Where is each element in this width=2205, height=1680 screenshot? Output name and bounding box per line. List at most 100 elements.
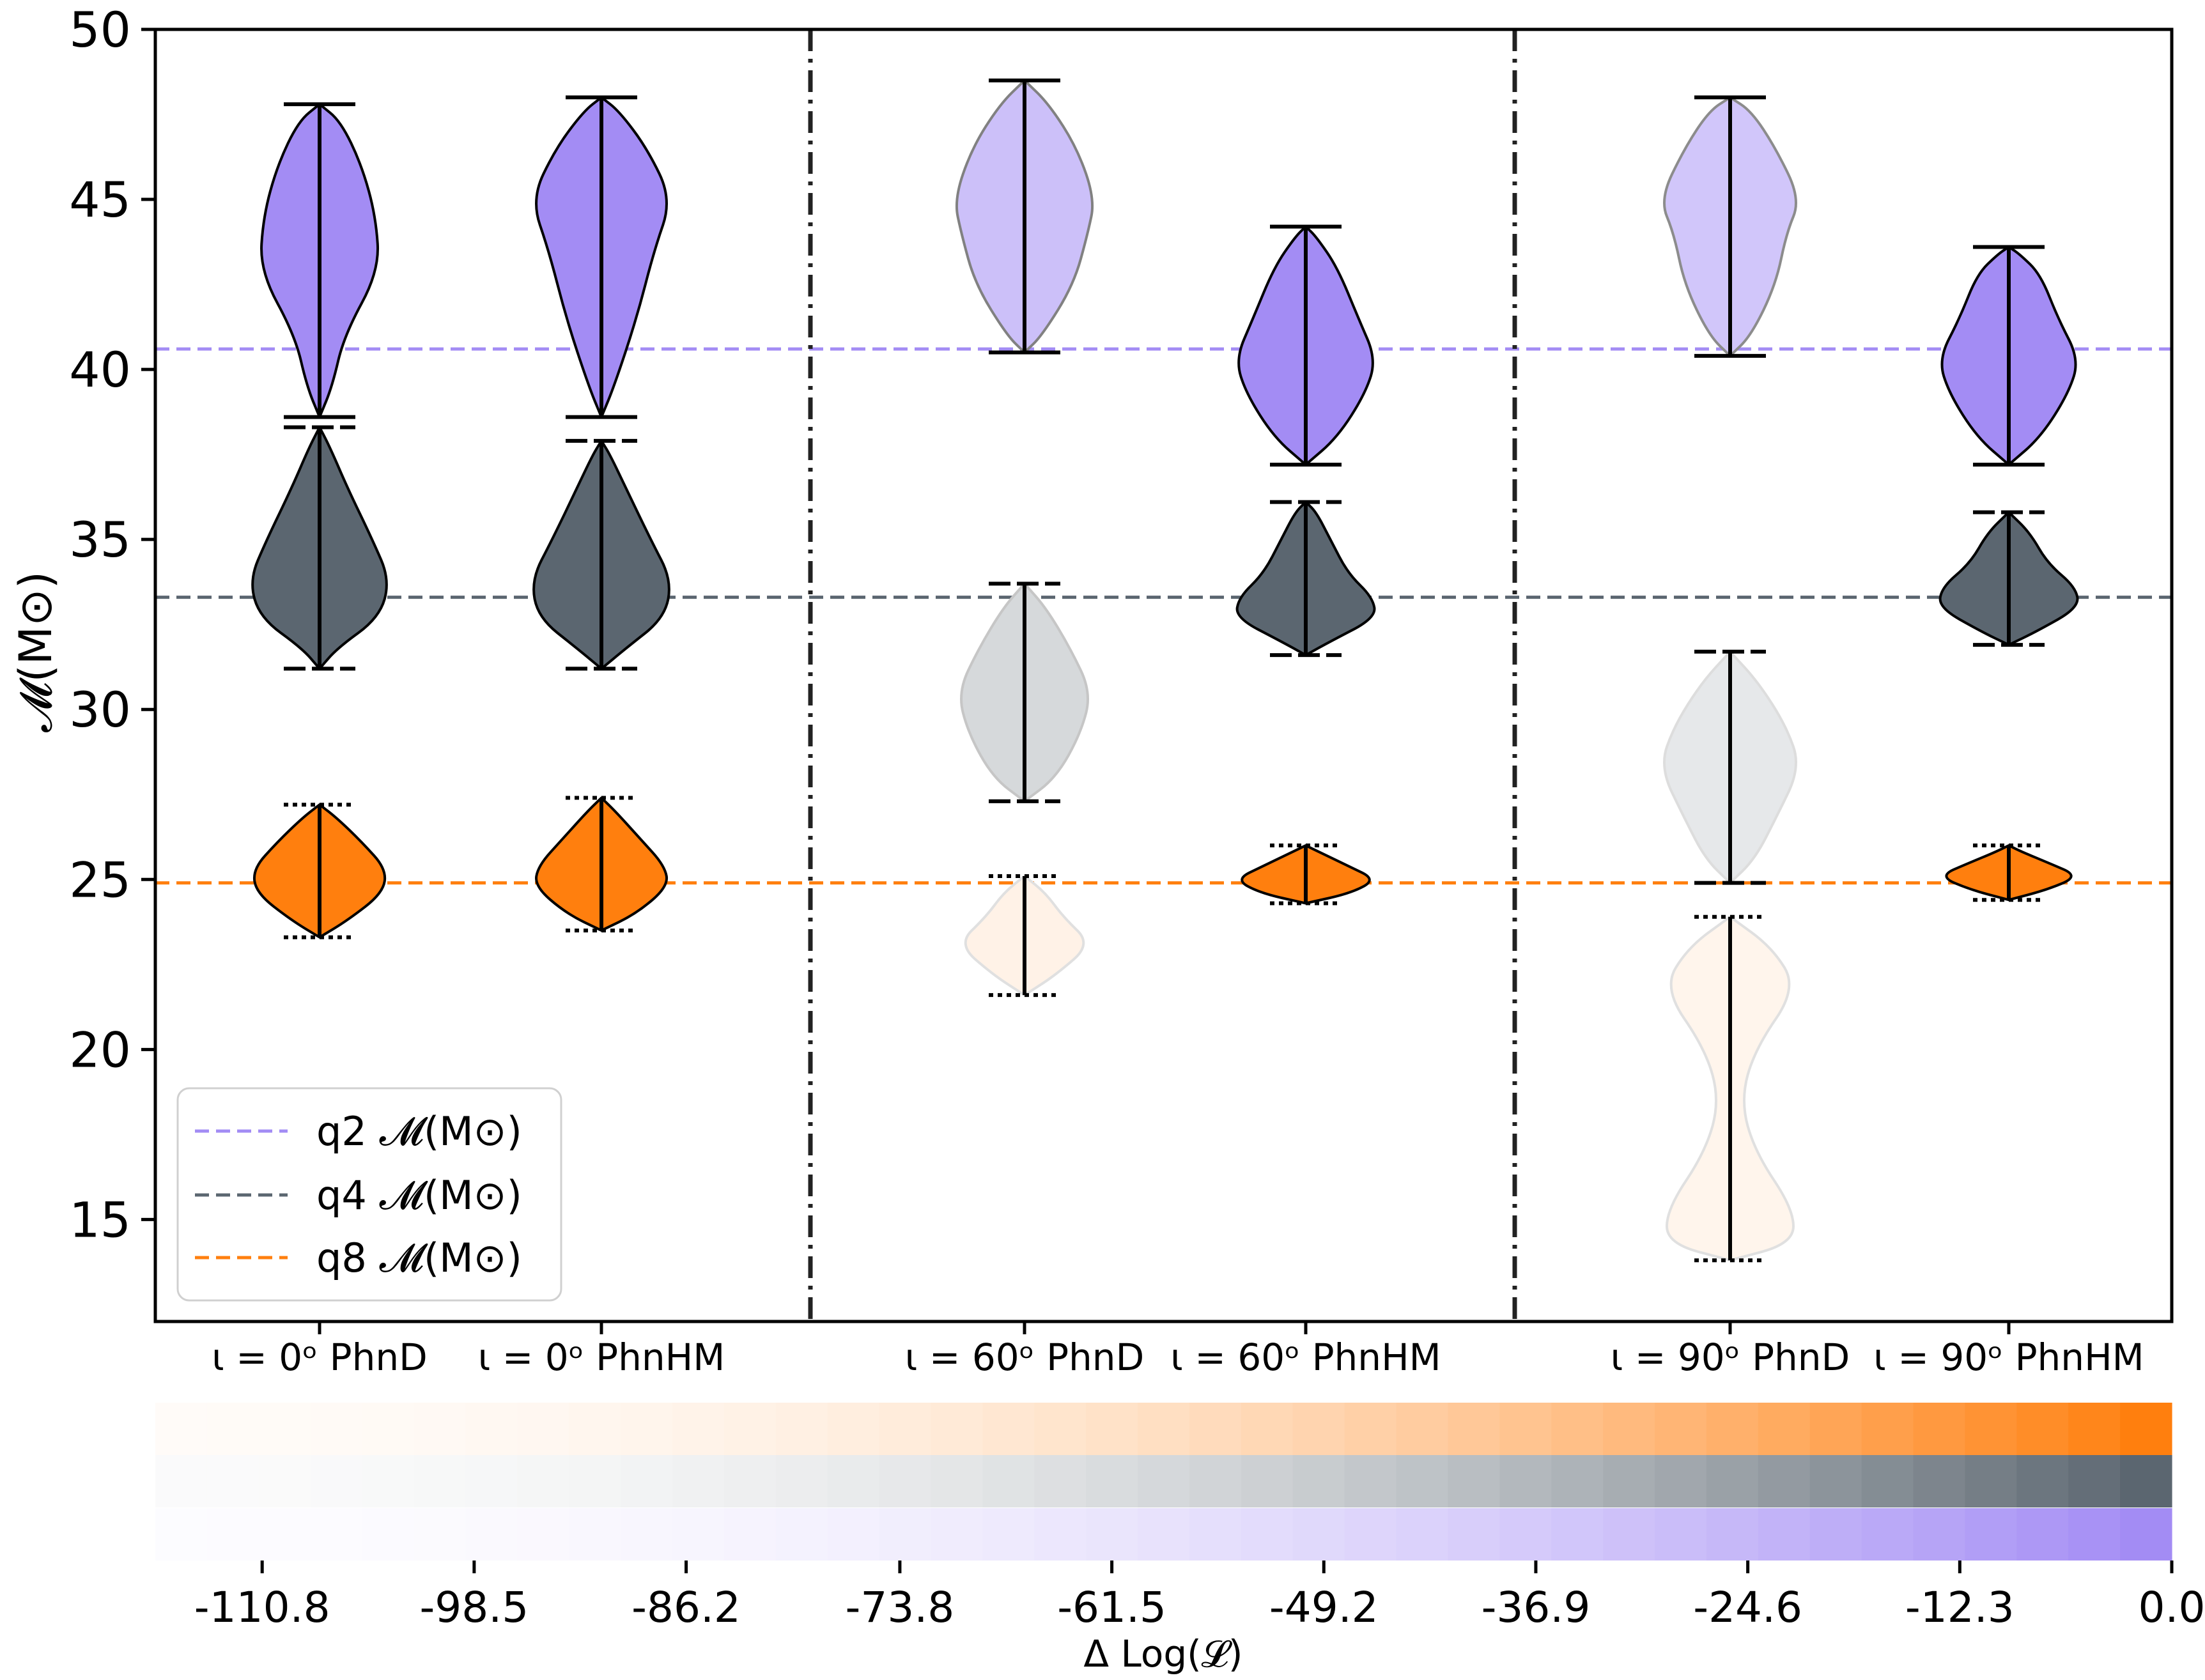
colorbar-cell-q8-0 <box>155 1403 208 1455</box>
colorbar-cell-q4-19 <box>1138 1455 1190 1507</box>
reference-lines <box>155 347 2172 885</box>
colorbar-cell-q4-22 <box>1292 1455 1345 1507</box>
colorbar-tick-label-1: -98.5 <box>419 1583 529 1632</box>
colorbar-cell-q2-13 <box>827 1508 880 1561</box>
colorbar-cell-q2-36 <box>2016 1508 2069 1561</box>
colorbar-cell-q4-26 <box>1499 1455 1552 1507</box>
colorbar-label: Δ Log(𝓛) <box>1083 1632 1242 1676</box>
colorbar-cell-q2-22 <box>1292 1508 1345 1561</box>
colorbar-cell-q4-29 <box>1655 1455 1707 1507</box>
colorbar-cell-q2-14 <box>879 1508 932 1561</box>
colorbar-cell-q8-29 <box>1655 1403 1707 1455</box>
colorbar-cell-q2-33 <box>1861 1508 1914 1561</box>
colorbar-cell-q8-8 <box>569 1403 621 1455</box>
colorbar-cell-q4-35 <box>1965 1455 2017 1507</box>
colorbar-cell-q4-13 <box>827 1455 880 1507</box>
colorbar-tick-label-2: -86.2 <box>631 1583 741 1632</box>
colorbar-cell-q2-24 <box>1396 1508 1449 1561</box>
colorbar-cell-q2-20 <box>1189 1508 1242 1561</box>
x-axis-ticks: ι = 0ᵒ PhnD ι = 0ᵒ PhnHM ι = 60ᵒ PhnD ι = 6… <box>212 1322 2144 1379</box>
colorbar-cell-q2-30 <box>1706 1508 1759 1561</box>
colorbar-cell-q8-2 <box>258 1403 311 1455</box>
colorbar-cell-q8-16 <box>982 1403 1035 1455</box>
y-tick-label-15: 15 <box>69 1191 131 1248</box>
colorbar-cell-q4-3 <box>310 1455 363 1507</box>
colorbar-cell-q2-4 <box>362 1508 415 1561</box>
y-tick-label-40: 40 <box>69 341 131 398</box>
colorbar-cell-q4-21 <box>1241 1455 1294 1507</box>
y-tick-label-50: 50 <box>69 1 131 58</box>
x-tick-label-4: ι = 90ᵒ PhnD <box>1611 1336 1850 1379</box>
colorbar-cell-q8-20 <box>1189 1403 1242 1455</box>
colorbar-cell-q8-14 <box>879 1403 932 1455</box>
legend-box <box>176 1087 562 1302</box>
y-tick-label-35: 35 <box>69 511 131 568</box>
colorbar-cell-q8-35 <box>1965 1403 2017 1455</box>
colorbar-cell-q8-7 <box>517 1403 569 1455</box>
colorbar-cell-q4-25 <box>1448 1455 1500 1507</box>
colorbar-cell-q8-9 <box>621 1403 673 1455</box>
y-tick-label-20: 20 <box>69 1021 131 1078</box>
colorbar-cell-q4-24 <box>1396 1455 1449 1507</box>
colorbar-cell-q4-23 <box>1344 1455 1397 1507</box>
colorbar-cell-q4-38 <box>2120 1455 2172 1507</box>
legend-label-q8: q8 𝓜(M⊙) <box>316 1235 522 1281</box>
colorbar-cell-q8-26 <box>1499 1403 1552 1455</box>
colorbar-cell-q2-16 <box>982 1508 1035 1561</box>
colorbar-cell-q2-28 <box>1603 1508 1655 1561</box>
colorbar-cell-q4-10 <box>672 1455 725 1507</box>
colorbar-cell-q8-37 <box>2068 1403 2121 1455</box>
colorbar-cell-q2-11 <box>723 1508 777 1561</box>
colorbar-cell-q8-22 <box>1292 1403 1345 1455</box>
colorbar-cell-q2-10 <box>672 1508 725 1561</box>
colorbar-cell-q4-12 <box>775 1455 828 1507</box>
y-tick-label-45: 45 <box>69 171 131 228</box>
colorbar-cell-q2-31 <box>1758 1508 1811 1561</box>
colorbar-cell-q2-38 <box>2120 1508 2172 1561</box>
colorbar-cell-q4-11 <box>723 1455 777 1507</box>
colorbar-cell-q2-5 <box>414 1508 466 1561</box>
colorbar-cell-q4-18 <box>1086 1455 1138 1507</box>
colorbar-cell-q4-36 <box>2016 1455 2069 1507</box>
legend-label-q2: q2 𝓜(M⊙) <box>316 1108 522 1155</box>
colorbar: -110.8 -98.5 -86.2 -73.8 -61.5 -49.2 -36.9 -24.… <box>155 1403 2205 1676</box>
colorbar-cell-q8-38 <box>2120 1403 2172 1455</box>
colorbar-cell-q8-34 <box>1913 1403 1966 1455</box>
colorbar-cell-q8-4 <box>362 1403 415 1455</box>
legend: q2 𝓜(M⊙) q4 𝓜(M⊙) q8 𝓜(M⊙) <box>176 1087 562 1302</box>
colorbar-cell-q2-34 <box>1913 1508 1966 1561</box>
colorbar-cell-q2-1 <box>206 1508 259 1561</box>
colorbar-cell-q8-11 <box>723 1403 777 1455</box>
colorbar-cell-q2-26 <box>1499 1508 1552 1561</box>
colorbar-cell-q4-6 <box>465 1455 518 1507</box>
x-tick-label-2: ι = 60ᵒ PhnD <box>905 1336 1144 1379</box>
colorbar-cell-q2-19 <box>1138 1508 1190 1561</box>
colorbar-cell-q2-35 <box>1965 1508 2017 1561</box>
colorbar-cell-q2-9 <box>621 1508 673 1561</box>
colorbar-cell-q8-36 <box>2016 1403 2069 1455</box>
colorbar-cell-q2-29 <box>1655 1508 1707 1561</box>
colorbar-cell-q2-23 <box>1344 1508 1397 1561</box>
colorbar-cell-q8-31 <box>1758 1403 1811 1455</box>
colorbar-tick-label-0: -110.8 <box>194 1583 330 1632</box>
y-tick-label-25: 25 <box>69 851 131 908</box>
colorbar-cell-q4-31 <box>1758 1455 1811 1507</box>
colorbar-cell-q2-21 <box>1241 1508 1294 1561</box>
colorbar-cell-q4-15 <box>931 1455 983 1507</box>
colorbar-cell-q2-2 <box>258 1508 311 1561</box>
colorbar-tick-label-9: 0.0 <box>2139 1583 2205 1632</box>
y-axis-label: 𝓜(M⊙) <box>10 571 62 732</box>
colorbar-cell-q4-4 <box>362 1455 415 1507</box>
colorbar-cell-q2-25 <box>1448 1508 1500 1561</box>
colorbar-cell-q4-33 <box>1861 1455 1914 1507</box>
colorbar-cell-q8-25 <box>1448 1403 1500 1455</box>
colorbar-tick-label-4: -61.5 <box>1057 1583 1166 1632</box>
colorbar-cell-q8-33 <box>1861 1403 1914 1455</box>
colorbar-cell-q8-19 <box>1138 1403 1190 1455</box>
colorbar-cell-q8-24 <box>1396 1403 1449 1455</box>
x-tick-label-5: ι = 90ᵒ PhnHM <box>1873 1336 2144 1379</box>
colorbar-cell-q8-12 <box>775 1403 828 1455</box>
colorbar-cell-q8-5 <box>414 1403 466 1455</box>
colorbar-cell-q2-32 <box>1809 1508 1862 1561</box>
